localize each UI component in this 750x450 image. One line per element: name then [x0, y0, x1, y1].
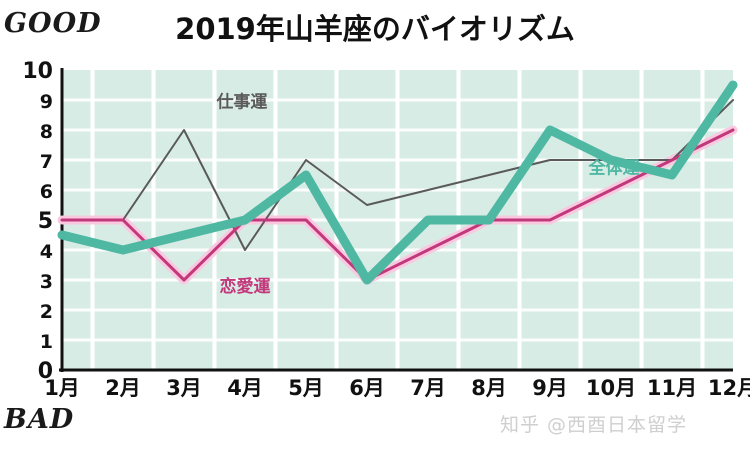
x-tick-label: 10月 [586, 376, 636, 400]
y-tick-label: 6 [40, 181, 53, 203]
x-tick-label: 9月 [532, 376, 568, 400]
y-tick-label: 10 [22, 59, 53, 84]
series-label-overall: 全体運 [588, 158, 640, 179]
chart-title: 2019年山羊座のバイオリズム [175, 12, 575, 46]
y-tick-label: 0 [38, 359, 53, 384]
x-tick-label: 5月 [288, 376, 324, 400]
x-tick-label: 3月 [166, 376, 202, 400]
y-tick-label: 1 [40, 331, 53, 353]
series-label-work: 仕事運 [215, 92, 267, 113]
y-tick-label: 8 [40, 121, 53, 143]
series-lines [57, 80, 738, 285]
good-axis-label: GOOD [4, 8, 102, 39]
y-axis-ticks: 0 1 2 3 4 5 6 7 8 9 10 [22, 59, 53, 384]
y-tick-label: 2 [40, 301, 53, 323]
x-tick-label: 1月 [44, 376, 80, 400]
y-tick-label: 4 [40, 241, 53, 263]
y-tick-label: 7 [40, 151, 53, 173]
watermark: 知乎 @西酉日本留学 [500, 414, 688, 436]
series-label-love: 恋愛運 [220, 276, 271, 297]
bad-axis-label: BAD [4, 404, 75, 435]
series-line-love[interactable] [60, 128, 735, 282]
y-tick-label: 5 [38, 209, 53, 234]
x-tick-label: 12月 [708, 376, 750, 400]
x-tick-label: 11月 [647, 376, 697, 400]
series-line-overall[interactable] [57, 80, 738, 285]
y-tick-label: 3 [40, 271, 53, 293]
x-tick-label: 8月 [471, 376, 507, 400]
y-tick-label: 9 [40, 91, 53, 113]
x-tick-label: 7月 [410, 376, 446, 400]
x-tick-label: 2月 [105, 376, 141, 400]
x-axis-ticks: 1月 2月 3月 4月 5月 6月 7月 8月 9月 10月 11月 12月 [44, 376, 750, 400]
x-tick-label: 6月 [349, 376, 385, 400]
x-tick-label: 4月 [227, 376, 263, 400]
